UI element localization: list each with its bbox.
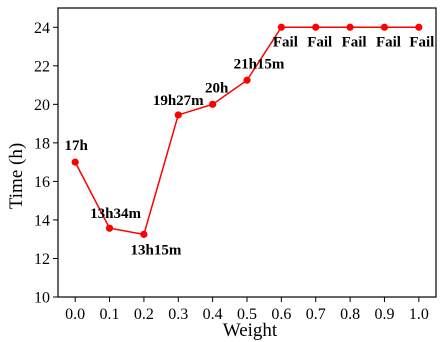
x-tick-label: 0.5: [237, 306, 257, 323]
x-tick-label: 0.3: [168, 306, 188, 323]
data-point: [174, 111, 182, 119]
data-label: 20h: [205, 80, 229, 96]
y-tick-label: 12: [34, 251, 50, 268]
data-point: [71, 158, 79, 166]
x-tick-label: 0.0: [65, 306, 85, 323]
data-label: 21h15m: [234, 56, 285, 72]
x-tick-label: 0.6: [271, 306, 291, 323]
y-tick-label: 20: [34, 97, 50, 114]
x-tick-label: 0.4: [203, 306, 223, 323]
data-label: Fail: [409, 34, 434, 50]
y-tick-label: 10: [34, 290, 50, 307]
data-label: 13h15m: [130, 242, 181, 258]
data-label: Fail: [307, 34, 332, 50]
data-point: [105, 224, 114, 232]
x-tick-label: 0.7: [306, 306, 326, 323]
data-label: Fail: [376, 34, 401, 50]
y-tick-label: 22: [34, 58, 50, 75]
y-tick-label: 16: [34, 174, 50, 191]
data-point: [209, 100, 217, 108]
data-point: [140, 230, 148, 238]
x-tick-label: 1.0: [409, 306, 429, 323]
x-tick-label: 0.8: [340, 306, 360, 323]
y-tick-label: 24: [34, 20, 50, 37]
y-tick-label: 18: [34, 135, 50, 152]
data-label: Fail: [273, 34, 298, 50]
data-label: 17h: [65, 138, 89, 154]
y-axis-label: Time (h): [6, 143, 27, 209]
x-axis-label: Weight: [223, 320, 278, 341]
plot-frame: [57, 7, 437, 298]
data-label: Fail: [342, 34, 367, 50]
data-point: [415, 23, 423, 31]
axes: 0.0 0.1 0.2 0.3 0.4 0.5 0.6 0.7 0.8 0.9 1.0 10 12 14 1…: [34, 7, 437, 323]
data-point: [312, 23, 320, 31]
data-point: [346, 23, 354, 31]
data-label: 13h34m: [90, 206, 141, 222]
data-point: [380, 23, 389, 31]
data-point: [243, 76, 251, 84]
x-tick-label: 0.1: [100, 306, 120, 323]
y-tick-label: 14: [34, 212, 50, 229]
x-tick-label: 0.2: [134, 306, 154, 323]
series: [71, 23, 423, 238]
data-label: 19h27m: [153, 93, 204, 109]
x-tick-label: 0.9: [374, 306, 394, 323]
data-point: [277, 23, 285, 31]
